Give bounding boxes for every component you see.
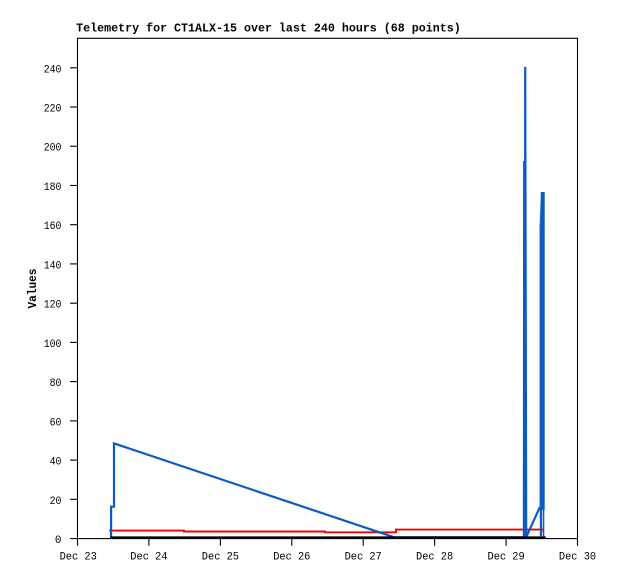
svg-text:Dec 29: Dec 29 bbox=[488, 551, 525, 563]
svg-text:240: 240 bbox=[44, 64, 62, 76]
svg-text:80: 80 bbox=[50, 378, 62, 390]
svg-text:Dec 28: Dec 28 bbox=[416, 551, 453, 563]
svg-text:100: 100 bbox=[44, 339, 62, 351]
svg-text:Dec 23: Dec 23 bbox=[60, 551, 97, 563]
svg-text:0: 0 bbox=[55, 535, 62, 547]
svg-text:200: 200 bbox=[44, 143, 62, 155]
svg-text:Values: Values bbox=[27, 268, 40, 308]
svg-text:220: 220 bbox=[44, 104, 62, 116]
svg-text:40: 40 bbox=[50, 457, 62, 469]
svg-text:20: 20 bbox=[50, 496, 62, 508]
svg-text:Dec 27: Dec 27 bbox=[345, 551, 382, 563]
svg-text:Dec 30: Dec 30 bbox=[559, 551, 596, 563]
svg-text:Dec 24: Dec 24 bbox=[130, 551, 168, 563]
svg-text:160: 160 bbox=[44, 221, 62, 233]
svg-text:60: 60 bbox=[50, 417, 62, 429]
svg-text:Telemetry for CT1ALX-15 over l: Telemetry for CT1ALX-15 over last 240 ho… bbox=[76, 23, 460, 36]
svg-text:180: 180 bbox=[44, 182, 62, 194]
svg-text:Dec 26: Dec 26 bbox=[273, 551, 310, 563]
svg-text:120: 120 bbox=[44, 300, 62, 312]
svg-text:140: 140 bbox=[44, 260, 62, 272]
svg-text:Dec 25: Dec 25 bbox=[202, 551, 239, 563]
